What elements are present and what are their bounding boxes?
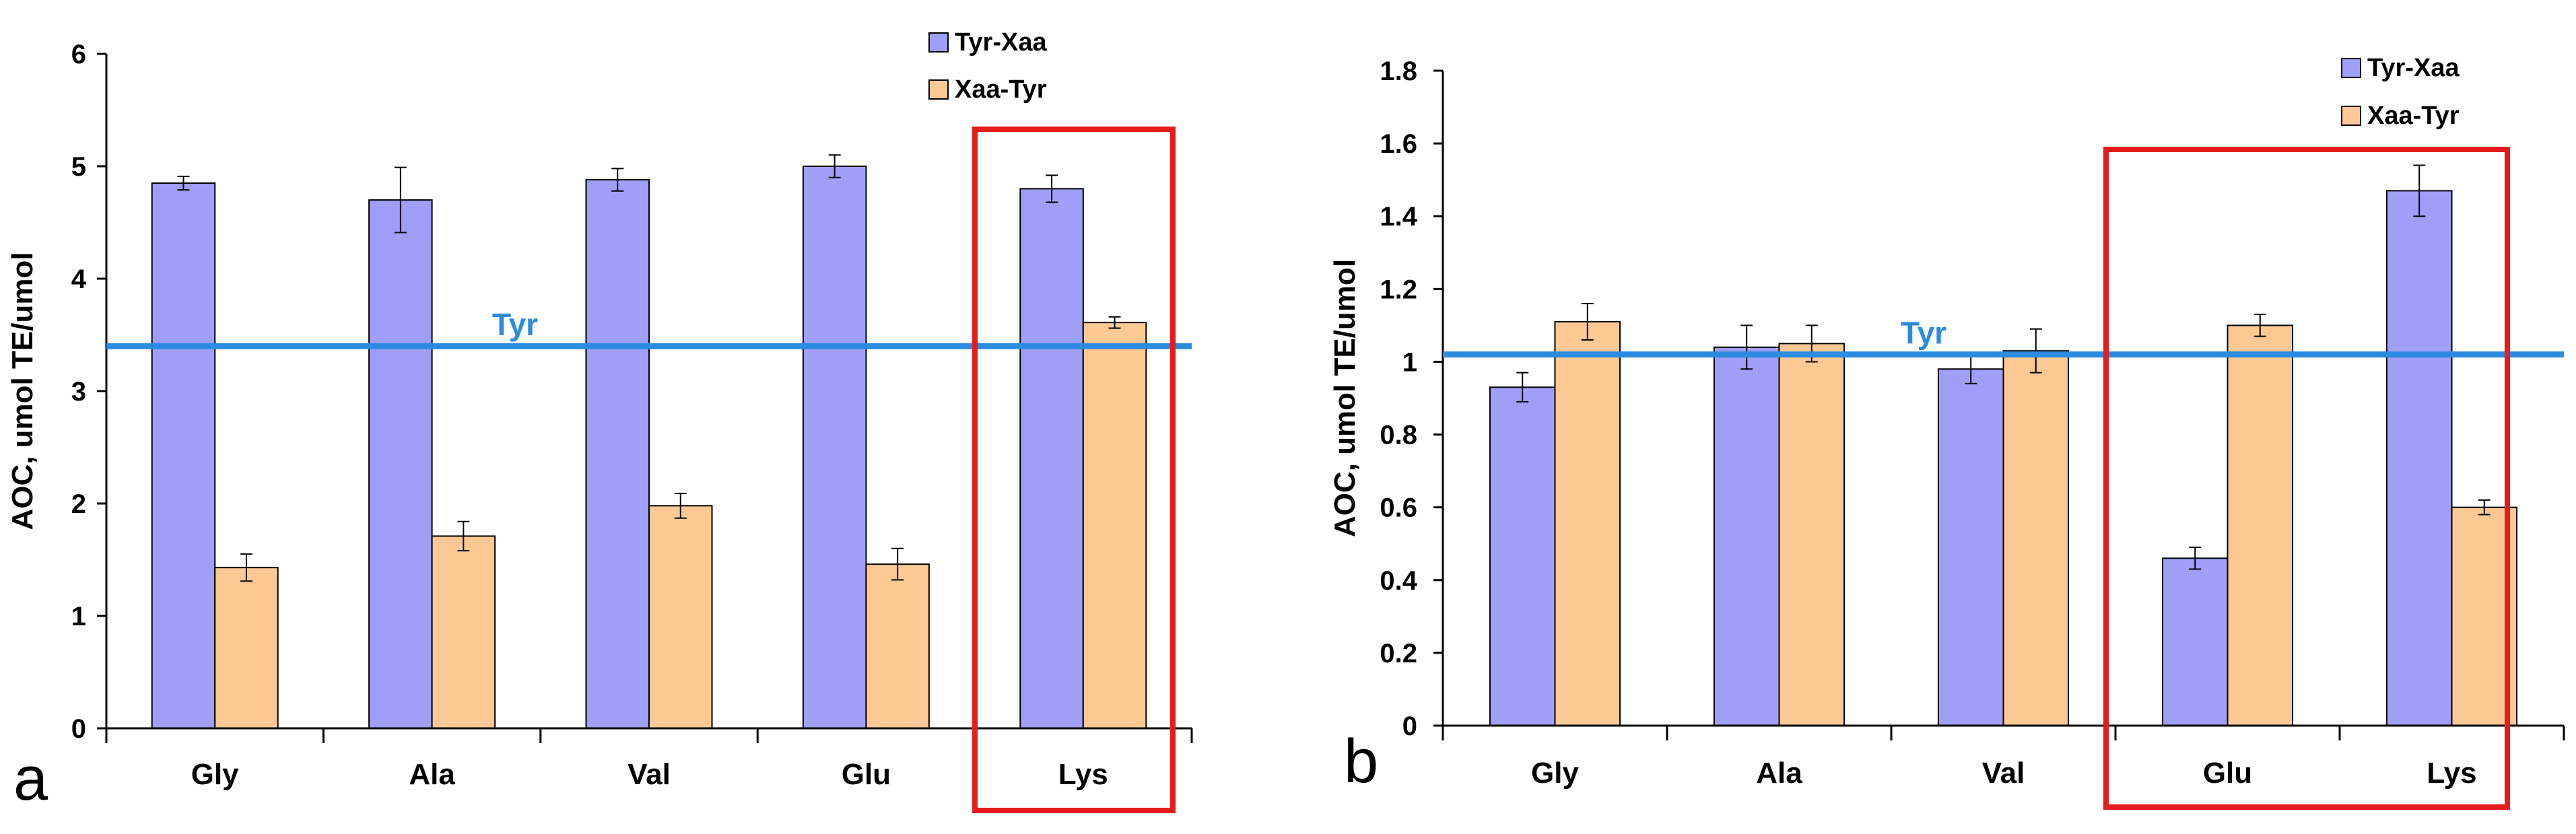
- legend-label-tyr-xaa: Tyr-Xaa: [2367, 54, 2460, 82]
- chart-panel-a: 0 1 2 3 4 5 6 Gly Ala Val Glu Lys AOC, umol TE/umol T…: [6, 28, 1193, 813]
- error-bar-tyr-xaa-lys: [1046, 174, 1058, 203]
- bar-tyr-xaa-gly: [151, 182, 216, 729]
- bar-xaa-tyr-val: [2002, 350, 2070, 726]
- y-tick-label: 1.4: [1380, 202, 1417, 232]
- y-tick-label: 6: [71, 40, 86, 69]
- y-tick-label: 1.8: [1380, 57, 1417, 86]
- legend-swatch-xaa-tyr: [928, 79, 949, 100]
- error-bar-xaa-tyr-glu: [2253, 314, 2266, 337]
- y-tick-label: 0: [71, 714, 86, 744]
- legend-swatch-tyr-xaa: [928, 32, 949, 53]
- y-tick-label: 0: [1402, 711, 1417, 741]
- category-label-glu: Glu: [2203, 757, 2252, 790]
- tyr-reference-label: Tyr: [1901, 316, 1946, 351]
- y-tick-label: 4: [71, 265, 87, 294]
- bar-tyr-xaa-val: [585, 179, 650, 730]
- error-bar-tyr-xaa-gly: [1516, 372, 1529, 403]
- highlight-box: [2103, 147, 2510, 810]
- y-tick-label: 2: [71, 489, 86, 519]
- category-label-ala: Ala: [409, 758, 455, 791]
- category-label-glu: Glu: [842, 758, 891, 791]
- panel-label: a: [13, 744, 48, 813]
- legend-label-tyr-xaa: Tyr-Xaa: [955, 28, 1047, 57]
- category-label-gly: Gly: [191, 758, 239, 791]
- legend-swatch-tyr-xaa: [2341, 58, 2361, 78]
- bar-xaa-tyr-ala: [1778, 343, 1845, 726]
- y-axis-label: AOC, umol TE/umol: [1328, 259, 1361, 537]
- error-bar-tyr-xaa-ala: [1740, 324, 1753, 370]
- y-tick-label: 5: [71, 152, 86, 182]
- bar-xaa-tyr-val: [648, 505, 713, 730]
- category-label-ala: Ala: [1756, 757, 1802, 790]
- panel-label: b: [1344, 727, 1378, 796]
- bar-tyr-xaa-lys: [1019, 188, 1084, 729]
- legend: Tyr-Xaa Xaa-Tyr: [2341, 54, 2460, 130]
- y-tick-label: 3: [71, 377, 86, 407]
- error-bar-xaa-tyr-lys: [2478, 499, 2490, 516]
- bar-tyr-xaa-ala: [1713, 346, 1780, 726]
- tyr-reference-label: Tyr: [492, 307, 538, 342]
- bar-tyr-xaa-glu: [2161, 557, 2229, 726]
- y-axis-label: AOC, umol TE/umol: [6, 252, 39, 530]
- category-label-lys: Lys: [1058, 758, 1108, 791]
- error-bar-tyr-xaa-ala: [394, 166, 407, 234]
- error-bar-tyr-xaa-val: [611, 168, 624, 192]
- error-bar-xaa-tyr-lys: [1108, 316, 1121, 329]
- error-bar-xaa-tyr-ala: [457, 520, 470, 552]
- error-bar-xaa-tyr-gly: [240, 553, 252, 582]
- y-tick-label: 1.6: [1380, 129, 1417, 159]
- highlight-box: [972, 127, 1176, 813]
- bar-xaa-tyr-gly: [214, 567, 279, 729]
- error-bar-tyr-xaa-glu: [2189, 547, 2202, 570]
- error-bar-xaa-tyr-glu: [891, 547, 904, 581]
- chart-panel-b: 0 0.2 0.4 0.6 0.8 1 1.2 1.4 1.6 1.8 Gly Ala Val Glu Ly…: [1328, 54, 2565, 810]
- category-label-gly: Gly: [1531, 757, 1579, 790]
- bar-xaa-tyr-gly: [1554, 320, 1621, 726]
- legend-swatch-xaa-tyr: [2341, 106, 2361, 126]
- bar-tyr-xaa-gly: [1489, 386, 1556, 726]
- bar-tyr-xaa-lys: [2385, 190, 2453, 726]
- y-tick-label: 0.6: [1380, 493, 1417, 523]
- error-bar-tyr-xaa-glu: [828, 154, 841, 178]
- y-tick-label: 0.4: [1380, 566, 1417, 596]
- error-bar-tyr-xaa-gly: [177, 176, 190, 191]
- category-label-lys: Lys: [2427, 757, 2476, 790]
- y-tick-label: 1: [71, 602, 86, 631]
- y-tick-label: 1.2: [1380, 275, 1417, 304]
- bar-xaa-tyr-ala: [431, 535, 496, 729]
- bar-tyr-xaa-glu: [802, 166, 867, 729]
- bar-xaa-tyr-glu: [2227, 324, 2294, 726]
- y-tick-label: 0.8: [1380, 421, 1417, 450]
- error-bar-tyr-xaa-lys: [2413, 164, 2426, 217]
- category-label-val: Val: [628, 758, 671, 791]
- bar-xaa-tyr-lys: [1082, 322, 1147, 729]
- y-tick-label: 1: [1402, 347, 1417, 377]
- error-bar-xaa-tyr-gly: [1581, 302, 1594, 341]
- legend-label-xaa-tyr: Xaa-Tyr: [2367, 102, 2460, 130]
- bar-tyr-xaa-val: [1937, 368, 2004, 726]
- error-bar-xaa-tyr-val: [674, 492, 687, 519]
- legend: Tyr-Xaa Xaa-Tyr: [928, 28, 1047, 104]
- bar-xaa-tyr-glu: [865, 563, 930, 729]
- legend-label-xaa-tyr: Xaa-Tyr: [955, 75, 1047, 104]
- category-label-val: Val: [1982, 757, 2025, 790]
- bar-tyr-xaa-ala: [368, 199, 433, 730]
- error-bar-xaa-tyr-val: [2029, 328, 2042, 374]
- y-tick-label: 0.2: [1380, 639, 1417, 668]
